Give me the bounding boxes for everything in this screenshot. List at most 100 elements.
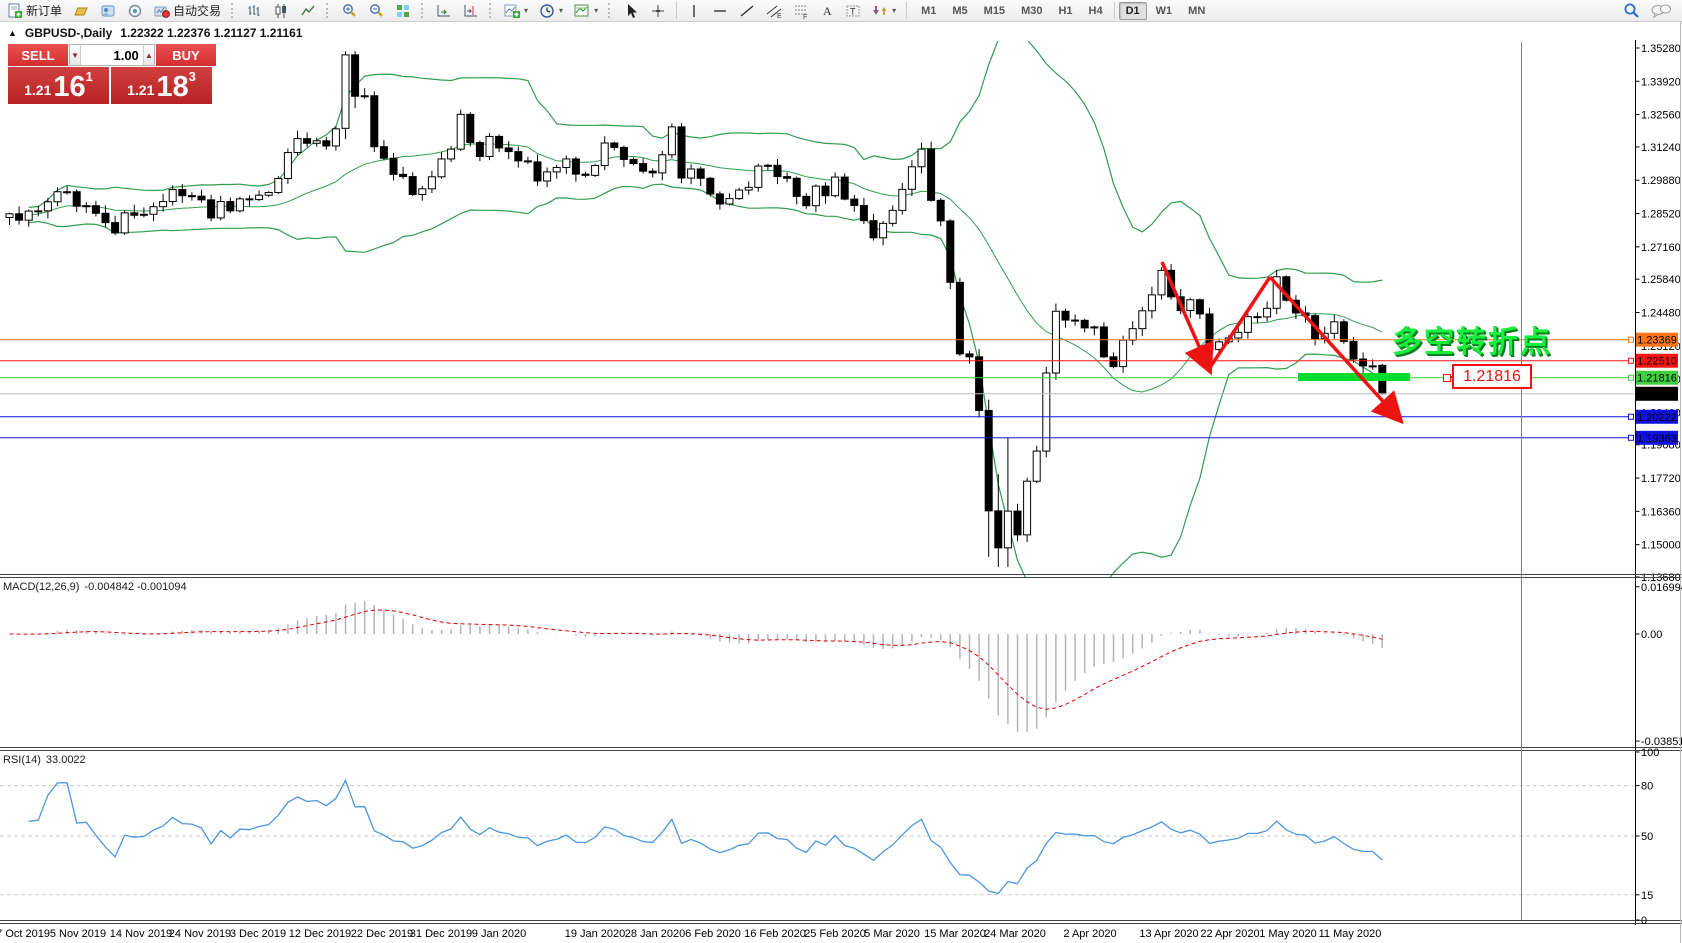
support-highlight-bar[interactable]	[1298, 373, 1410, 381]
bollinger-middle-band[interactable]	[28, 143, 1383, 393]
rsi-line[interactable]	[28, 778, 1383, 895]
arrows-button[interactable]: ▾	[869, 1, 899, 21]
volume-increase-button[interactable]: ▲	[142, 45, 154, 65]
periods-button[interactable]: ▾	[536, 1, 566, 21]
sell-price-display[interactable]: 1.21 16 1	[8, 67, 109, 104]
time-axis-label: 6 Feb 2020	[685, 928, 741, 940]
zoom-in-icon	[343, 3, 356, 17]
chart-shift-icon	[464, 4, 478, 16]
timeframe-button-M5[interactable]: M5	[952, 4, 968, 17]
zoom-out-icon	[370, 3, 383, 17]
time-axis-label: 25 Feb 2020	[804, 928, 866, 940]
svg-text:1.29880: 1.29880	[1641, 175, 1681, 187]
svg-text:1.32560: 1.32560	[1641, 110, 1681, 122]
timeframe-button-M1[interactable]: M1	[921, 4, 937, 17]
sell-price-figure: 1.21	[24, 82, 52, 98]
text-button[interactable]: A	[817, 1, 837, 21]
timeframe-button-MN[interactable]: MN	[1188, 4, 1206, 17]
line-chart-button[interactable]	[297, 1, 319, 21]
horizontal-line-button[interactable]	[709, 1, 731, 21]
time-axis-label: 31 Dec 2019	[410, 928, 472, 940]
toolbar-grip	[608, 3, 613, 18]
price-callout-box[interactable]: 1.21816	[1452, 364, 1532, 389]
crosshair-button[interactable]	[647, 1, 669, 21]
timeframe-button-M15[interactable]: M15	[983, 4, 1006, 17]
volume-decrease-button[interactable]: ▼	[70, 45, 82, 65]
timeframe-button-H1[interactable]: H1	[1058, 4, 1073, 17]
collapse-marker-icon[interactable]: ▲	[8, 28, 17, 38]
trend-arrow-2[interactable]	[1207, 276, 1272, 370]
hline-anchor[interactable]	[1628, 413, 1634, 420]
strategy-tester-button[interactable]	[124, 1, 146, 21]
new-order-label: 新订单	[26, 4, 63, 18]
chart-shift-button[interactable]	[460, 1, 482, 21]
buy-price-display[interactable]: 1.21 18 3	[111, 67, 212, 104]
timeframe-button-M30[interactable]: M30	[1021, 4, 1043, 17]
time-axis-label: 19 Jan 2020	[565, 928, 626, 940]
svg-text:1.15000: 1.15000	[1641, 540, 1681, 552]
indicators-icon	[504, 4, 521, 18]
fibonacci-button[interactable]: F	[790, 1, 812, 21]
toolbar-grip	[489, 3, 494, 18]
hline-anchor[interactable]	[1628, 374, 1634, 381]
new-order-button[interactable]: 新订单	[4, 1, 65, 21]
vertical-line-button[interactable]	[684, 1, 704, 21]
toolbar-right-group	[1623, 2, 1678, 19]
price-tag-text: 1.22510	[1637, 356, 1677, 368]
macd-signal-line[interactable]	[9, 609, 1383, 710]
trendline-button[interactable]	[736, 1, 758, 21]
arrows-dropdown-caret: ▾	[892, 6, 897, 15]
svg-text:1.25840: 1.25840	[1641, 274, 1681, 286]
time-axis-label: 3 Dec 2019	[230, 928, 286, 940]
volume-stepper: ▼ ▲	[69, 44, 155, 66]
turning-point-annotation[interactable]: 多空转折点	[1392, 326, 1552, 359]
svg-text:-0.038519: -0.038519	[1641, 736, 1682, 748]
templates-button[interactable]: ▾	[571, 1, 601, 21]
indicators-button[interactable]: ▾	[501, 1, 531, 21]
arrows-icon	[873, 5, 887, 15]
candlestick-chart-button[interactable]	[270, 1, 292, 21]
zoom-out-button[interactable]	[365, 1, 387, 21]
volume-input[interactable]	[81, 45, 143, 65]
buy-button[interactable]: BUY	[156, 44, 216, 66]
hline-anchor[interactable]	[1628, 434, 1634, 441]
data-window-button[interactable]	[97, 1, 119, 21]
channel-button[interactable]: E	[763, 1, 785, 21]
timeframe-button-W1[interactable]: W1	[1155, 4, 1173, 17]
new-order-icon	[8, 3, 22, 18]
cursor-icon	[628, 3, 638, 18]
autotrading-button[interactable]: 自动交易	[151, 1, 224, 21]
price-tag-1.22510	[1636, 353, 1678, 368]
chat-icon[interactable]	[1650, 3, 1672, 19]
auto-scroll-button[interactable]	[433, 1, 455, 21]
trend-arrow-3[interactable]	[1268, 275, 1404, 425]
toolbar-grip	[231, 3, 236, 18]
main-chart-layer	[5, 30, 1387, 599]
zoom-in-button[interactable]	[338, 1, 360, 21]
svg-text:50: 50	[1641, 831, 1653, 843]
sell-button[interactable]: SELL	[8, 44, 68, 66]
bollinger-lower-band[interactable]	[28, 183, 1383, 599]
bollinger-upper-band[interactable]	[28, 30, 1383, 283]
callout-anchor-handle[interactable]	[1443, 374, 1451, 382]
time-axis-label: 16 Feb 2020	[744, 928, 806, 940]
bar-chart-button[interactable]	[243, 1, 265, 21]
hline-anchor[interactable]	[1628, 357, 1634, 364]
time-axis-label: 9 Jan 2020	[472, 928, 526, 940]
strategy-tester-icon	[128, 4, 142, 17]
timeframe-button-H4[interactable]: H4	[1088, 4, 1103, 17]
text-label-button[interactable]: T	[842, 1, 864, 21]
cursor-button[interactable]	[620, 1, 642, 21]
templates-icon	[574, 4, 589, 16]
hline-anchor[interactable]	[1628, 336, 1634, 343]
search-icon[interactable]	[1623, 2, 1640, 19]
auto-scroll-icon	[437, 4, 451, 16]
profiles-button[interactable]	[70, 1, 92, 21]
tile-windows-button[interactable]	[392, 1, 414, 21]
trend-arrow-1[interactable]	[1160, 261, 1214, 376]
periods-clock-icon	[540, 3, 554, 18]
timeframe-button-D1[interactable]: D1	[1118, 1, 1147, 20]
rsi-label: RSI(14) 33.0022	[3, 754, 86, 766]
